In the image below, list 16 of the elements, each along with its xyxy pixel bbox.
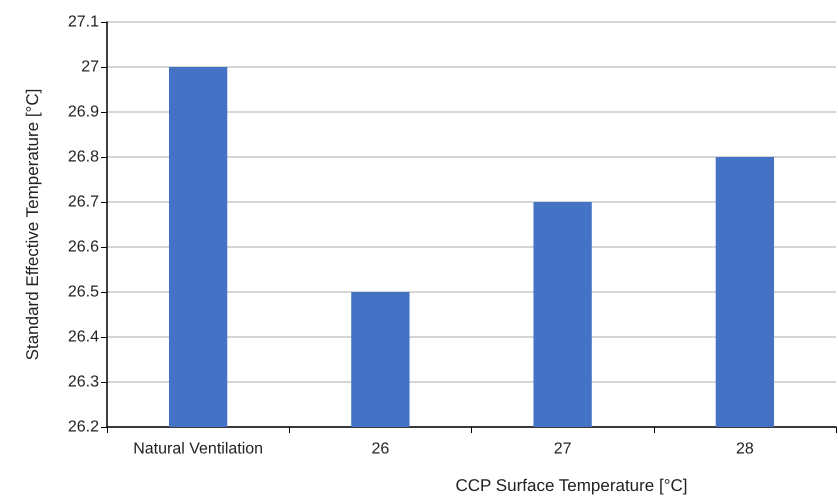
y-tick-label: 27.1 (68, 14, 100, 30)
y-tick-label: 26.2 (68, 418, 100, 436)
y-tick-label: 26.5 (68, 284, 100, 300)
y-tick-label: 26.9 (68, 104, 100, 120)
y-tick-label: 26.4 (68, 328, 100, 346)
y-tick-label: 27 (81, 58, 100, 76)
y-tick-label: 26.8 (68, 148, 100, 166)
x-tick-label: 26 (371, 440, 390, 458)
x-tick-label: 27 (554, 440, 572, 458)
x-tick-label: Natural Ventilation (133, 440, 264, 458)
y-tick-label: 26.6 (68, 238, 100, 256)
y-tick-label: 26.3 (68, 374, 100, 390)
y-axis-title: Standard Effective Temperature [°C] (23, 88, 42, 360)
y-tick-label: 26.7 (68, 194, 100, 210)
x-axis-title: CCP Surface Temperature [°C] (456, 476, 688, 495)
x-tick-label: 28 (736, 440, 754, 458)
